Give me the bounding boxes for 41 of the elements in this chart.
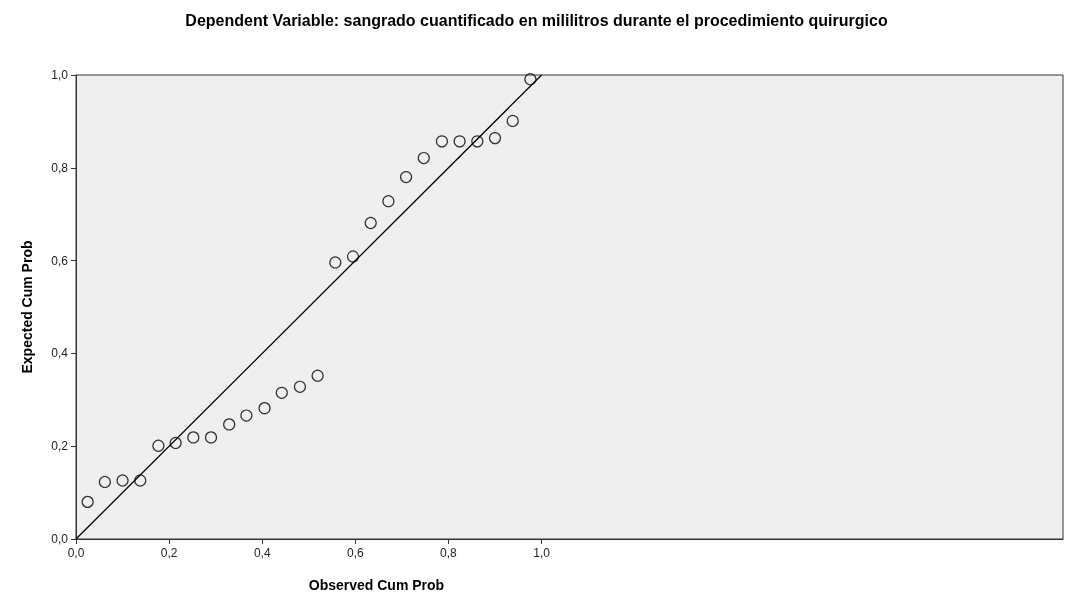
x-tick-label: 0,4 <box>253 546 271 560</box>
x-tick-label: 0,2 <box>160 546 178 560</box>
point <box>223 418 236 431</box>
point <box>471 135 484 148</box>
point <box>435 135 449 148</box>
x-tick-label: 0,6 <box>347 546 364 560</box>
y-tick-label: 0,2 <box>51 439 69 454</box>
point <box>81 495 94 508</box>
point <box>293 380 307 393</box>
x-tick-label: 0,0 <box>67 546 85 560</box>
point <box>417 151 430 165</box>
point <box>506 114 519 128</box>
point <box>453 135 466 148</box>
point <box>346 250 360 263</box>
x-tick-label: 0,8 <box>440 546 458 560</box>
point <box>311 369 324 382</box>
point <box>364 216 377 230</box>
x-tick-label: 1,0 <box>533 546 551 560</box>
point <box>400 170 413 184</box>
point <box>204 431 218 444</box>
point <box>275 386 288 399</box>
point <box>524 73 537 86</box>
point <box>152 439 165 452</box>
point <box>116 474 129 487</box>
point <box>329 256 342 269</box>
point <box>240 409 253 422</box>
point <box>258 402 271 415</box>
point <box>169 436 182 450</box>
chart-title: Dependent Variable: sangrado cuantificado en mililitros durante el procedimiento quirurgico <box>185 11 888 29</box>
x-axis-title: Observed Cum Prob <box>308 577 445 593</box>
point <box>98 475 111 489</box>
point <box>382 195 395 208</box>
y-tick-label: 0,0 <box>51 532 69 546</box>
y-tick-label: 1,0 <box>51 68 69 82</box>
point <box>488 132 502 145</box>
y-axis-title: Expected Cum Prob <box>19 240 35 374</box>
y-tick-label: 0,8 <box>51 160 69 175</box>
point <box>134 474 147 487</box>
y-tick-label: 0,6 <box>51 253 69 268</box>
point <box>187 431 200 444</box>
y-tick-label: 0,4 <box>51 346 69 361</box>
